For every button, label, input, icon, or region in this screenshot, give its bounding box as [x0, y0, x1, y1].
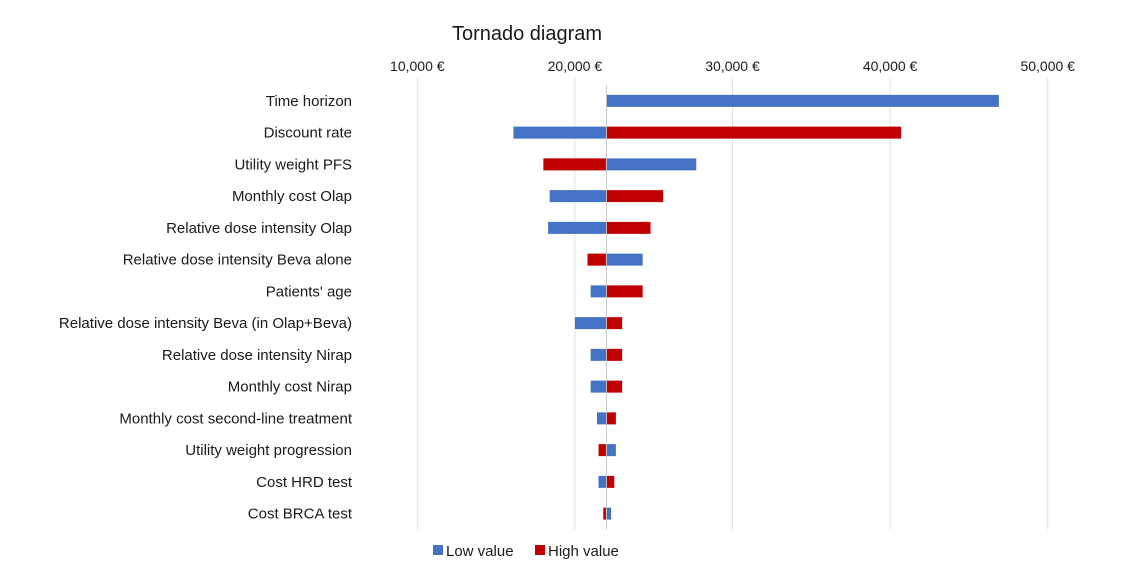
legend-low-label: Low value	[446, 543, 514, 560]
low-value-bar	[606, 253, 643, 266]
category-labels: Time horizon Discount rate Utility weight …	[59, 93, 353, 523]
low-value-bar	[596, 412, 607, 425]
category-label: Utility weight PFS	[234, 156, 352, 173]
category-label: Cost BRCA test	[248, 506, 353, 523]
high-value-bar	[606, 190, 664, 203]
high-value-bar	[606, 348, 623, 361]
low-value-bar	[606, 94, 999, 107]
category-label: Relative dose intensity Nirap	[162, 347, 352, 364]
x-tick-label: 10,000 €	[390, 58, 445, 74]
low-value-bar	[606, 158, 697, 171]
high-value-bar	[603, 507, 607, 520]
high-value-bar	[606, 412, 616, 425]
low-value-bar	[606, 507, 612, 520]
category-label: Monthly cost second-line treatment	[119, 410, 352, 427]
high-value-bar	[543, 158, 607, 171]
category-label: Time horizon	[266, 93, 352, 110]
category-label: Monthly cost Nirap	[228, 379, 352, 396]
high-value-bar	[606, 380, 623, 393]
high-value-bar	[606, 126, 902, 139]
high-value-bar	[606, 475, 615, 488]
category-label: Cost HRD test	[256, 474, 353, 491]
category-label: Relative dose intensity Beva alone	[123, 252, 352, 269]
low-value-bar	[606, 444, 616, 457]
legend: Low value High value	[433, 543, 619, 560]
x-tick-label: 40,000 €	[863, 58, 918, 74]
x-tick-labels: 10,000 € 20,000 € 30,000 € 40,000 € 50,000 €	[390, 58, 1075, 74]
x-tick-label: 20,000 €	[548, 58, 603, 74]
category-label: Relative dose intensity Olap	[166, 220, 352, 237]
low-value-bar	[513, 126, 607, 139]
category-label: Utility weight progression	[185, 442, 352, 459]
high-value-bar	[606, 285, 643, 298]
category-label: Patients' age	[266, 283, 352, 300]
chart-title: Tornado diagram	[452, 23, 602, 45]
legend-low-swatch	[433, 545, 443, 555]
x-tick-label: 50,000 €	[1020, 58, 1075, 74]
low-value-bar	[598, 475, 607, 488]
category-label: Monthly cost Olap	[232, 188, 352, 205]
bars	[513, 94, 999, 520]
low-value-bar	[590, 348, 607, 361]
category-label: Discount rate	[264, 125, 352, 142]
low-value-bar	[574, 317, 607, 330]
gridlines	[416, 78, 1049, 530]
low-value-bar	[590, 285, 607, 298]
x-tick-label: 30,000 €	[705, 58, 760, 74]
high-value-bar	[606, 221, 651, 234]
high-value-bar	[606, 317, 623, 330]
high-value-bar	[598, 444, 607, 457]
low-value-bar	[590, 380, 607, 393]
high-value-bar	[587, 253, 607, 266]
low-value-bar	[548, 221, 607, 234]
low-value-bar	[549, 190, 607, 203]
legend-high-swatch	[535, 545, 545, 555]
category-label: Relative dose intensity Beva (in Olap+Be…	[59, 315, 352, 332]
legend-high-label: High value	[548, 543, 619, 560]
